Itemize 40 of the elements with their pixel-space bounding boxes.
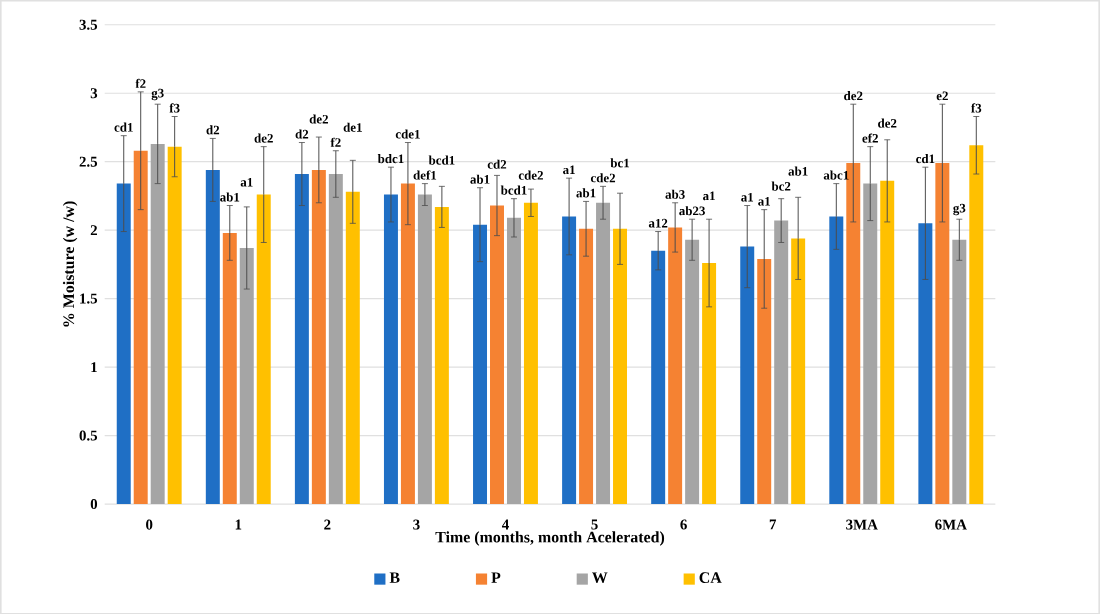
bar (562, 216, 577, 504)
bar (434, 206, 449, 504)
bar (256, 194, 271, 504)
bar (328, 173, 343, 504)
bar (863, 183, 878, 504)
bar (473, 224, 488, 504)
bar (969, 144, 984, 504)
bar (383, 194, 398, 504)
bar (685, 239, 700, 504)
bar (668, 227, 683, 504)
bar (596, 202, 611, 504)
bar (774, 220, 789, 504)
bar (116, 183, 131, 504)
bar (506, 217, 521, 504)
bar (205, 169, 220, 504)
bar (345, 191, 360, 504)
bar (294, 173, 309, 504)
bar (239, 247, 254, 504)
bar (918, 222, 933, 504)
bar (133, 150, 148, 504)
bar (167, 146, 182, 504)
bar (651, 250, 666, 504)
bar (417, 194, 432, 504)
bar (740, 246, 755, 504)
bar (613, 228, 628, 504)
bar (880, 180, 895, 504)
bar (222, 232, 237, 504)
bar (523, 202, 538, 504)
bar (935, 162, 950, 504)
bar (829, 216, 844, 504)
bar (311, 169, 326, 504)
bar (791, 238, 806, 504)
bar (702, 262, 717, 504)
bar (846, 162, 861, 504)
bar (952, 239, 967, 504)
bar (579, 228, 594, 504)
bar (150, 143, 165, 504)
bar (400, 183, 415, 504)
bar (757, 258, 772, 504)
bar (490, 205, 504, 504)
